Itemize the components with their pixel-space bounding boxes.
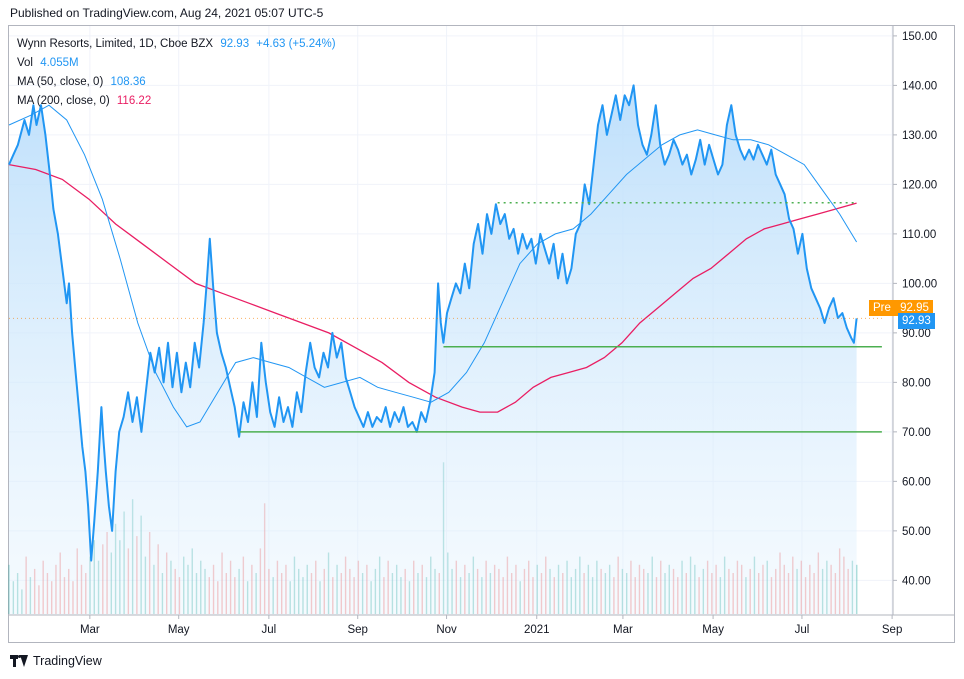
y-tick-label: 110.00 xyxy=(902,229,936,241)
brand-name: TradingView xyxy=(33,654,102,668)
legend: Wynn Resorts, Limited, 1D, Cboe BZX 92.9… xyxy=(17,35,336,111)
price-area xyxy=(9,85,857,615)
x-axis: Mar May Jul Sep Nov 2021 Mar May Jul Sep xyxy=(9,614,955,636)
x-tick-label: 2021 xyxy=(524,624,550,636)
x-tick-label: Mar xyxy=(80,624,100,636)
x-tick-label: Nov xyxy=(436,624,457,636)
y-tick-label: 100.00 xyxy=(902,278,937,290)
last-badge-value: 92.93 xyxy=(902,315,931,328)
y-tick-label: 70.00 xyxy=(902,427,931,439)
volume-value: 4.055M xyxy=(40,57,79,69)
y-tick-label: 90.00 xyxy=(902,328,931,340)
pre-market-badge: Pre 92.95 xyxy=(869,300,933,317)
y-tick-label: 130.00 xyxy=(902,130,937,142)
x-tick-label: May xyxy=(702,624,724,636)
last-price-value: 92.93 xyxy=(220,38,250,50)
y-tick-label: 40.00 xyxy=(902,575,931,587)
x-tick-label: Mar xyxy=(613,624,633,636)
indicator-lines xyxy=(8,84,858,562)
chart-frame xyxy=(8,25,955,643)
x-tick-label: Jul xyxy=(262,624,277,636)
y-tick-label: 140.00 xyxy=(902,80,937,92)
y-tick-label: 120.00 xyxy=(902,179,937,191)
price-change: +4.63 (+5.24%) xyxy=(256,38,336,50)
ma200-value: 116.22 xyxy=(116,95,152,107)
ma200-line xyxy=(8,163,857,413)
y-axis: 150.00 140.00 130.00 120.00 110.00 100.00 90.0… xyxy=(892,26,937,615)
y-tick-label: 80.00 xyxy=(902,377,931,389)
x-tick-label: Sep xyxy=(882,624,902,636)
y-tick-label: 60.00 xyxy=(902,476,931,488)
legend-ma200-row: MA (200, close, 0) 116.22 xyxy=(17,92,336,111)
y-tick-label: 50.00 xyxy=(902,526,931,538)
price-area-fill xyxy=(9,85,857,615)
x-tick-label: May xyxy=(168,624,190,636)
legend-ma50-row: MA (50, close, 0) 108.36 xyxy=(17,73,336,92)
footer-brand[interactable]: TradingView xyxy=(10,654,102,668)
pre-label: Pre xyxy=(873,302,891,315)
x-tick-label: Jul xyxy=(795,624,810,636)
legend-symbol-row: Wynn Resorts, Limited, 1D, Cboe BZX 92.9… xyxy=(17,35,336,54)
y-tick-label: 150.00 xyxy=(902,31,937,43)
last-price-badge: 92.93 xyxy=(898,313,935,330)
drawn-levels xyxy=(9,201,882,433)
ma200-label: MA (200, close, 0) xyxy=(17,95,110,107)
ma50-label: MA (50, close, 0) xyxy=(17,76,104,88)
volume-bar xyxy=(855,564,858,614)
pre-value: 92.95 xyxy=(900,302,929,315)
price-line xyxy=(8,84,858,562)
tradingview-logo-icon xyxy=(10,655,28,667)
legend-volume-row: Vol 4.055M xyxy=(17,54,336,73)
symbol-name: Wynn Resorts, Limited, 1D, Cboe BZX xyxy=(17,38,214,50)
ma50-value: 108.36 xyxy=(110,76,146,88)
published-caption: Published on TradingView.com, Aug 24, 20… xyxy=(10,6,324,20)
volume-label: Vol xyxy=(17,57,33,69)
x-tick-label: Sep xyxy=(347,624,367,636)
